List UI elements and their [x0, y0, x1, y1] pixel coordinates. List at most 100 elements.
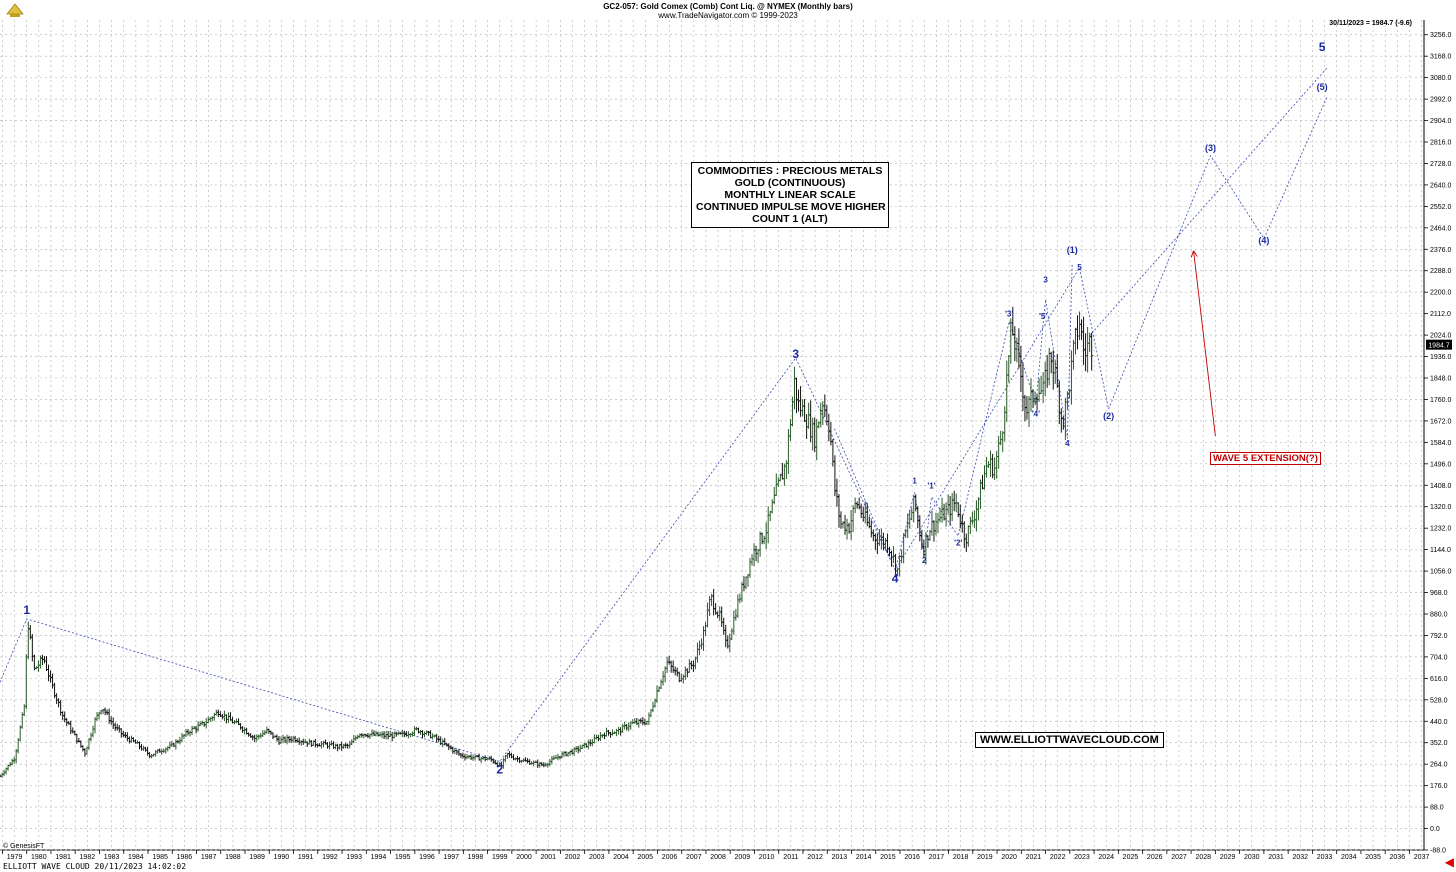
x-tick-label: 2014	[856, 854, 872, 861]
x-tick-label: 1981	[55, 854, 71, 861]
y-tick-label: 352.0	[1430, 740, 1448, 747]
wave-5-extension-label: WAVE 5 EXTENSION(?)	[1210, 452, 1321, 465]
wave-label: (2)	[1103, 411, 1114, 421]
x-tick-label: 1997	[443, 854, 459, 861]
x-tick-label: 2004	[613, 854, 629, 861]
x-tick-label: 2029	[1220, 854, 1236, 861]
y-tick-label: 2024.0	[1430, 333, 1452, 340]
wave-label: 3	[1043, 275, 1048, 284]
wave-label: 1	[23, 603, 30, 617]
chart-title: GC2-057: Gold Comex (Comb) Cont Liq. @ N…	[603, 2, 853, 11]
x-tick-label: 2021	[1026, 854, 1042, 861]
y-tick-label: 2728.0	[1430, 161, 1452, 168]
x-tick-label: 2027	[1171, 854, 1187, 861]
wave-label: (3)	[1205, 143, 1216, 153]
x-tick-label: 2034	[1341, 854, 1357, 861]
wave-labels: 1 2 3 4 5 1 2 '1' '2' '3' '4' '5' 3 4 (1) 5 (2) (3) (4) (5)	[23, 40, 1327, 777]
x-tick-label: 2019	[977, 854, 993, 861]
wave-label: 5	[1077, 263, 1082, 272]
x-tick-label: 2031	[1268, 854, 1284, 861]
y-tick-label: 176.0	[1430, 783, 1448, 790]
trade-navigator-icon	[6, 3, 24, 17]
x-tick-label: 2022	[1050, 854, 1066, 861]
x-tick-label: 2017	[929, 854, 945, 861]
x-tick-label: 2026	[1147, 854, 1163, 861]
chart-description-box: COMMODITIES : PRECIOUS METALS GOLD (CONT…	[691, 162, 889, 228]
wave-label: (4)	[1258, 235, 1269, 245]
x-tick-label: 2009	[735, 854, 751, 861]
description-line: GOLD (CONTINUOUS)	[734, 177, 846, 189]
extension-arrow	[1190, 250, 1216, 437]
y-tick-label: 1672.0	[1430, 418, 1452, 425]
x-tick-label: 2037	[1414, 854, 1430, 861]
x-tick-label: 2015	[880, 854, 896, 861]
y-tick-label: 1760.0	[1430, 397, 1452, 404]
y-tick-label: 2200.0	[1430, 290, 1452, 297]
last-price-marker: 1984.7	[1426, 339, 1452, 350]
x-tick-label: 1979	[7, 854, 23, 861]
x-tick-label: 1991	[298, 854, 314, 861]
x-tick-label: 2036	[1390, 854, 1406, 861]
genesis-label: © GenesisFT	[3, 843, 45, 850]
last-price-value: 1984.7	[1428, 343, 1450, 350]
x-tick-label: 2011	[783, 854, 798, 861]
wave-label: '4'	[1032, 410, 1040, 419]
x-tick-label: 2032	[1292, 854, 1308, 861]
icon-base	[10, 14, 20, 17]
y-tick-label: 1584.0	[1430, 440, 1452, 447]
y-tick-label: 2376.0	[1430, 247, 1452, 254]
x-tick-label: 1987	[201, 854, 217, 861]
y-tick-label: 704.0	[1430, 654, 1448, 661]
y-tick-label: 1320.0	[1430, 504, 1452, 511]
description-line: COMMODITIES : PRECIOUS METALS	[697, 165, 883, 177]
x-tick-label: 1998	[468, 854, 484, 861]
y-tick-label: 528.0	[1430, 697, 1448, 704]
x-tick-label: 2002	[565, 854, 581, 861]
y-tick-label: 3256.0	[1430, 32, 1452, 39]
x-tick-label: 2005	[637, 854, 653, 861]
y-tick-label: 616.0	[1430, 676, 1448, 683]
x-tick-label: 2033	[1317, 854, 1333, 861]
x-tick-label: 2012	[807, 854, 823, 861]
scroll-right-arrow-icon[interactable]: ◀	[1444, 855, 1454, 869]
x-tick-label: 1992	[322, 854, 338, 861]
wave-label: 1	[912, 477, 917, 486]
x-tick-label: 2018	[953, 854, 969, 861]
x-tick-label: 1980	[31, 854, 47, 861]
x-tick-label: 2024	[1098, 854, 1114, 861]
x-tick-label: 2010	[759, 854, 775, 861]
y-tick-label: 1848.0	[1430, 376, 1452, 383]
x-tick-label: 1995	[395, 854, 411, 861]
y-tick-label: 3080.0	[1430, 75, 1452, 82]
x-tick-label: 2003	[589, 854, 605, 861]
y-tick-label: 968.0	[1430, 590, 1448, 597]
y-tick-label: 2904.0	[1430, 118, 1452, 125]
x-tick-label: 2025	[1123, 854, 1139, 861]
x-tick-label: 1986	[177, 854, 193, 861]
y-tick-label: 264.0	[1430, 762, 1448, 769]
x-tick-label: 2007	[686, 854, 702, 861]
x-tick-label: 2028	[1195, 854, 1211, 861]
y-tick-label: 1408.0	[1430, 483, 1452, 490]
description-line: COUNT 1 (ALT)	[752, 213, 828, 225]
wave-label: '5'	[1039, 312, 1047, 321]
x-tick-label: 2008	[710, 854, 726, 861]
extension-arrow-head	[1190, 250, 1198, 258]
wave-label: 3	[792, 347, 799, 361]
y-tick-label: 1144.0	[1430, 547, 1451, 554]
x-tick-label: 1989	[249, 854, 265, 861]
y-tick-label: 0.0	[1430, 826, 1440, 833]
y-tick-label: -88.0	[1430, 848, 1446, 855]
footer-caption: ELLIOTT WAVE CLOUD 20/11/2023 14:02:02	[3, 862, 187, 871]
x-tick-label: 1983	[104, 854, 120, 861]
y-tick-label: 440.0	[1430, 719, 1448, 726]
x-tick-label: 1985	[152, 854, 168, 861]
y-tick-label: 792.0	[1430, 633, 1448, 640]
x-tick-label: 1993	[346, 854, 362, 861]
wave-label: (5)	[1317, 82, 1328, 92]
y-tick-label: 1232.0	[1430, 526, 1452, 533]
y-tick-label: 88.0	[1430, 805, 1444, 812]
x-tick-label: 1988	[225, 854, 241, 861]
x-tick-label: 1982	[80, 854, 96, 861]
x-tick-label: 1990	[274, 854, 290, 861]
